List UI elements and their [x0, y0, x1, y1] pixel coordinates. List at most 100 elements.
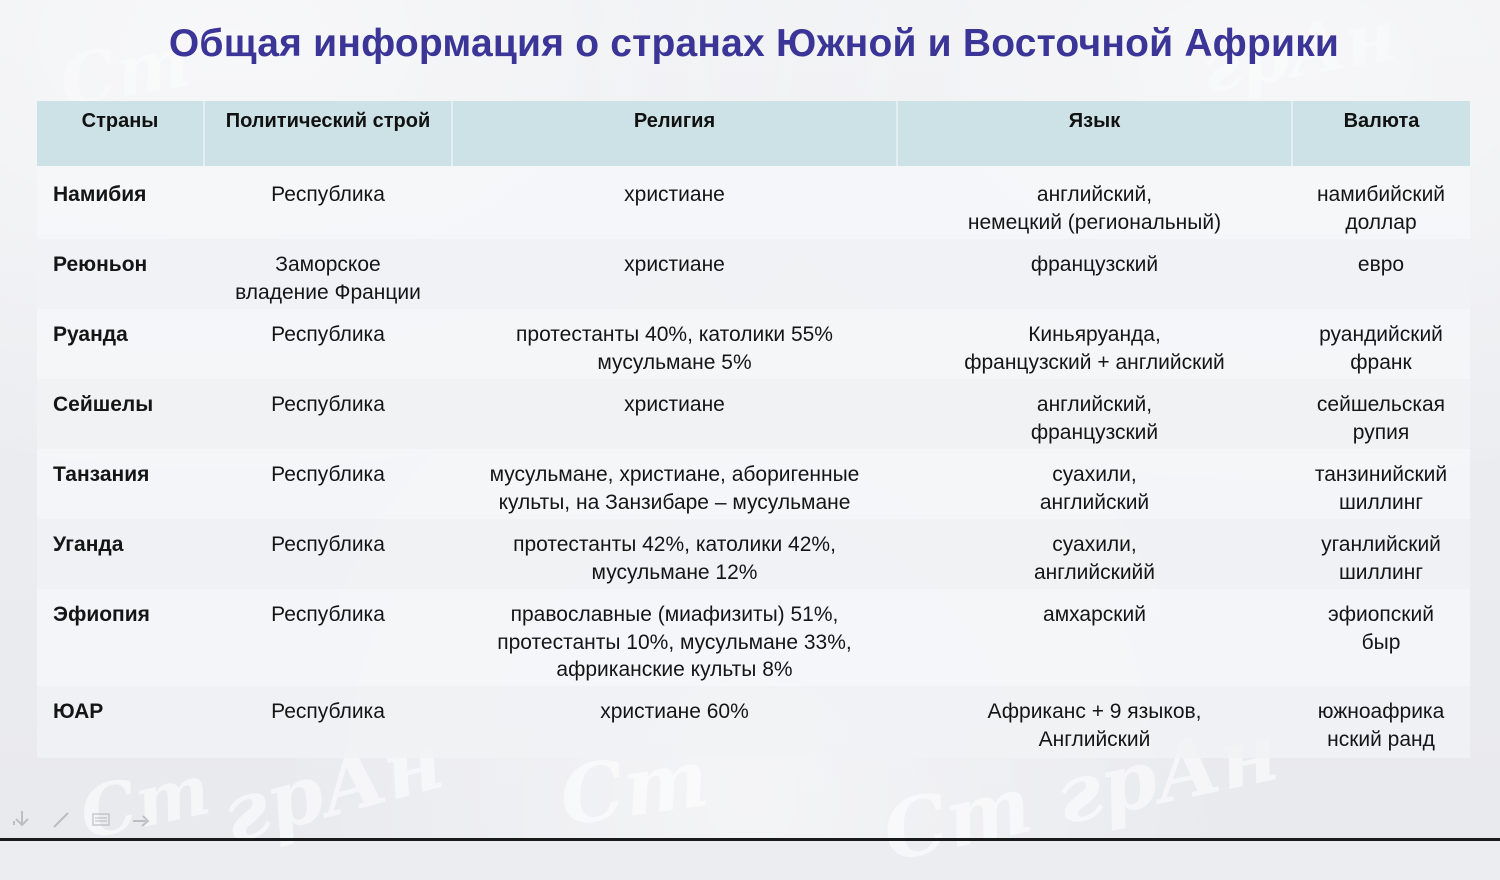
- cell-text: Республика: [271, 533, 385, 556]
- pen-tool-button[interactable]: [50, 808, 72, 830]
- cell-text: английский,: [1036, 393, 1153, 416]
- country-cell: Эфиопия: [37, 589, 204, 686]
- cell-text: Киньяруанда,: [1028, 323, 1161, 346]
- cell-text: православные (миафизиты) 51%,: [510, 603, 839, 626]
- cell-text: Африканс + 9 языков,: [987, 700, 1202, 723]
- politics-cell: Республика: [204, 449, 452, 519]
- religion-cell: христиане: [452, 239, 897, 309]
- currency-cell: южноафрика нский ранд: [1292, 686, 1470, 758]
- religion-cell: мусульмане, христиане, аборигенные культ…: [452, 449, 897, 519]
- cell-text: христиане: [624, 253, 725, 276]
- cell-text: Заморское: [275, 253, 381, 276]
- table-header-row: Страны Политический строй Религия Язык В…: [37, 101, 1470, 169]
- religion-cell: протестанты 42%, католики 42%, мусульман…: [452, 519, 897, 589]
- cell-text: быр: [1361, 630, 1401, 654]
- column-header-religion: Религия: [452, 101, 898, 169]
- country-cell: Реюньон: [37, 239, 204, 309]
- language-cell: Африканс + 9 языков, Английский: [897, 686, 1292, 758]
- arrow-forward-icon: [133, 815, 150, 827]
- cell-text: суахили,: [1052, 463, 1137, 486]
- cell-text: шиллинг: [1338, 490, 1424, 514]
- cell-text: намибийский: [1316, 183, 1446, 206]
- currency-cell: намибийский доллар: [1292, 167, 1470, 239]
- religion-cell: христиане: [452, 167, 897, 239]
- currency-cell: руандийский франк: [1292, 309, 1470, 379]
- next-slide-button[interactable]: [130, 808, 152, 830]
- country-cell: Сейшелы: [37, 379, 204, 449]
- currency-cell: эфиопский быр: [1292, 589, 1470, 686]
- previous-slide-button[interactable]: [10, 808, 32, 830]
- cell-text: протестанты 40%, католики 55%: [516, 323, 833, 346]
- table-row: ЮАР Республика христиане 60% Африканс + …: [37, 686, 1470, 758]
- cell-text: суахили,: [1052, 533, 1137, 556]
- cell-text: английскийй: [1033, 560, 1156, 584]
- cell-text: Республика: [271, 183, 385, 206]
- language-cell: Киньяруанда, французский + английский: [897, 309, 1292, 379]
- cell-text: евро: [1357, 253, 1405, 276]
- currency-cell: уганлийский шиллинг: [1292, 519, 1470, 589]
- cell-text: протестанты 42%, католики 42%,: [513, 533, 836, 556]
- cell-text: рупия: [1352, 420, 1410, 444]
- cell-text: мусульмане, христиане, аборигенные: [489, 463, 860, 486]
- currency-cell: евро: [1292, 239, 1470, 309]
- arrow-back-icon: [13, 811, 29, 827]
- cell-text: доллар: [1345, 210, 1417, 234]
- cell-text: французский: [1030, 253, 1159, 276]
- politics-cell: Республика: [204, 589, 452, 686]
- politics-cell: Республика: [204, 309, 452, 379]
- cell-text: руандийский: [1319, 323, 1443, 346]
- cell-text: мусульмане 12%: [591, 560, 758, 584]
- cell-text: африканские культы 8%: [556, 658, 793, 681]
- country-cell: ЮАР: [37, 686, 204, 758]
- country-cell: Намибия: [37, 167, 204, 239]
- politics-cell: Заморское владение Франции: [204, 239, 452, 309]
- slide-menu-button[interactable]: [90, 808, 112, 830]
- cell-text: мусульмане 5%: [597, 350, 752, 374]
- cell-text: немецкий (региональный): [967, 210, 1222, 234]
- table-row: Руанда Республика протестанты 40%, катол…: [37, 309, 1470, 379]
- cell-text: Республика: [271, 323, 385, 346]
- cell-text: сейшельская: [1316, 393, 1446, 416]
- country-cell: Танзания: [37, 449, 204, 519]
- cell-text: Республика: [271, 603, 385, 626]
- column-header-countries: Страны: [37, 101, 205, 169]
- language-cell: амхарский: [897, 589, 1292, 686]
- table-row: Реюньон Заморское владение Франции христ…: [37, 239, 1470, 309]
- cell-text: французский: [1030, 420, 1159, 444]
- religion-cell: протестанты 40%, католики 55% мусульмане…: [452, 309, 897, 379]
- cell-text: амхарский: [1043, 603, 1146, 626]
- countries-table-container: Страны Политический строй Религия Язык В…: [37, 101, 1470, 758]
- cell-text: христиане: [624, 393, 725, 416]
- cell-text: уганлийский: [1321, 533, 1441, 556]
- language-cell: суахили, английскийй: [897, 519, 1292, 589]
- cell-text: английский: [1039, 490, 1150, 514]
- slideshow-controls: [10, 808, 152, 830]
- countries-table: Страны Политический строй Религия Язык В…: [37, 101, 1470, 758]
- cell-text: протестанты 10%, мусульмане 33%,: [497, 630, 852, 654]
- column-header-language: Язык: [897, 101, 1293, 169]
- table-row: Сейшелы Республика христиане английский,…: [37, 379, 1470, 449]
- language-cell: английский, французский: [897, 379, 1292, 449]
- pen-icon: [53, 812, 69, 828]
- menu-icon: [92, 813, 110, 826]
- cell-text: английский,: [1036, 183, 1153, 206]
- cell-text: нский ранд: [1327, 727, 1435, 751]
- table-row: Эфиопия Республика православные (миафизи…: [37, 589, 1470, 686]
- table-row: Уганда Республика протестанты 42%, катол…: [37, 519, 1470, 589]
- cell-text: французский + английский: [964, 350, 1225, 374]
- cell-text: танзинийский: [1314, 463, 1448, 486]
- cell-text: Республика: [271, 463, 385, 486]
- cell-text: христиане: [624, 183, 725, 206]
- politics-cell: Республика: [204, 379, 452, 449]
- table-row: Намибия Республика христиане английский,…: [37, 167, 1470, 239]
- politics-cell: Республика: [204, 686, 452, 758]
- column-header-currency: Валюта: [1292, 101, 1470, 169]
- screen-bottom-edge: [0, 838, 1500, 841]
- cell-text: Республика: [271, 700, 385, 723]
- slide-title: Общая информация о странах Южной и Восто…: [168, 22, 1340, 65]
- currency-cell: сейшельская рупия: [1292, 379, 1470, 449]
- cell-text: Республика: [271, 393, 385, 416]
- cell-text: христиане 60%: [600, 700, 749, 723]
- politics-cell: Республика: [204, 519, 452, 589]
